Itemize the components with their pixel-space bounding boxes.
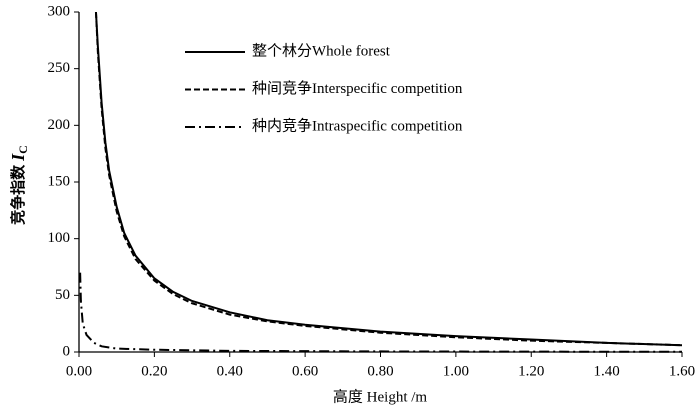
y-label-subscript: C [16, 145, 30, 154]
series-line [94, 11, 683, 347]
y-tick-label: 50 [55, 287, 70, 303]
y-label-symbol: I [8, 153, 28, 162]
series-line [79, 272, 683, 353]
x-tick-label: 0.60 [292, 363, 318, 379]
y-axis-label: 竞争指数 IC [8, 145, 30, 225]
y-tick-label: 250 [48, 60, 71, 76]
x-tick-label: 0.00 [66, 363, 92, 379]
legend-label: 种间竞争Interspecific competition [252, 79, 463, 97]
x-tick-label: 0.20 [141, 363, 167, 379]
legend-label: 整个林分Whole forest [252, 42, 391, 59]
x-tick-label: 1.20 [518, 363, 544, 379]
x-tick-label: 0.40 [217, 363, 243, 379]
y-tick-label: 300 [48, 3, 71, 19]
y-tick-label: 100 [48, 230, 71, 246]
legend-label: 种内竞争Intraspecific competition [252, 116, 463, 134]
y-tick-label: 0 [63, 343, 71, 359]
x-tick-label: 1.00 [443, 363, 469, 379]
y-tick-label: 200 [48, 117, 71, 133]
x-tick-label: 0.80 [367, 363, 393, 379]
x-tick-label: 1.60 [669, 363, 695, 379]
y-tick-label: 150 [48, 173, 71, 189]
y-label-text: 竞争指数 [9, 164, 27, 225]
series-line [94, 11, 683, 347]
x-tick-label: 1.40 [594, 363, 620, 379]
x-axis-label: 高度 Height /m [333, 388, 427, 405]
